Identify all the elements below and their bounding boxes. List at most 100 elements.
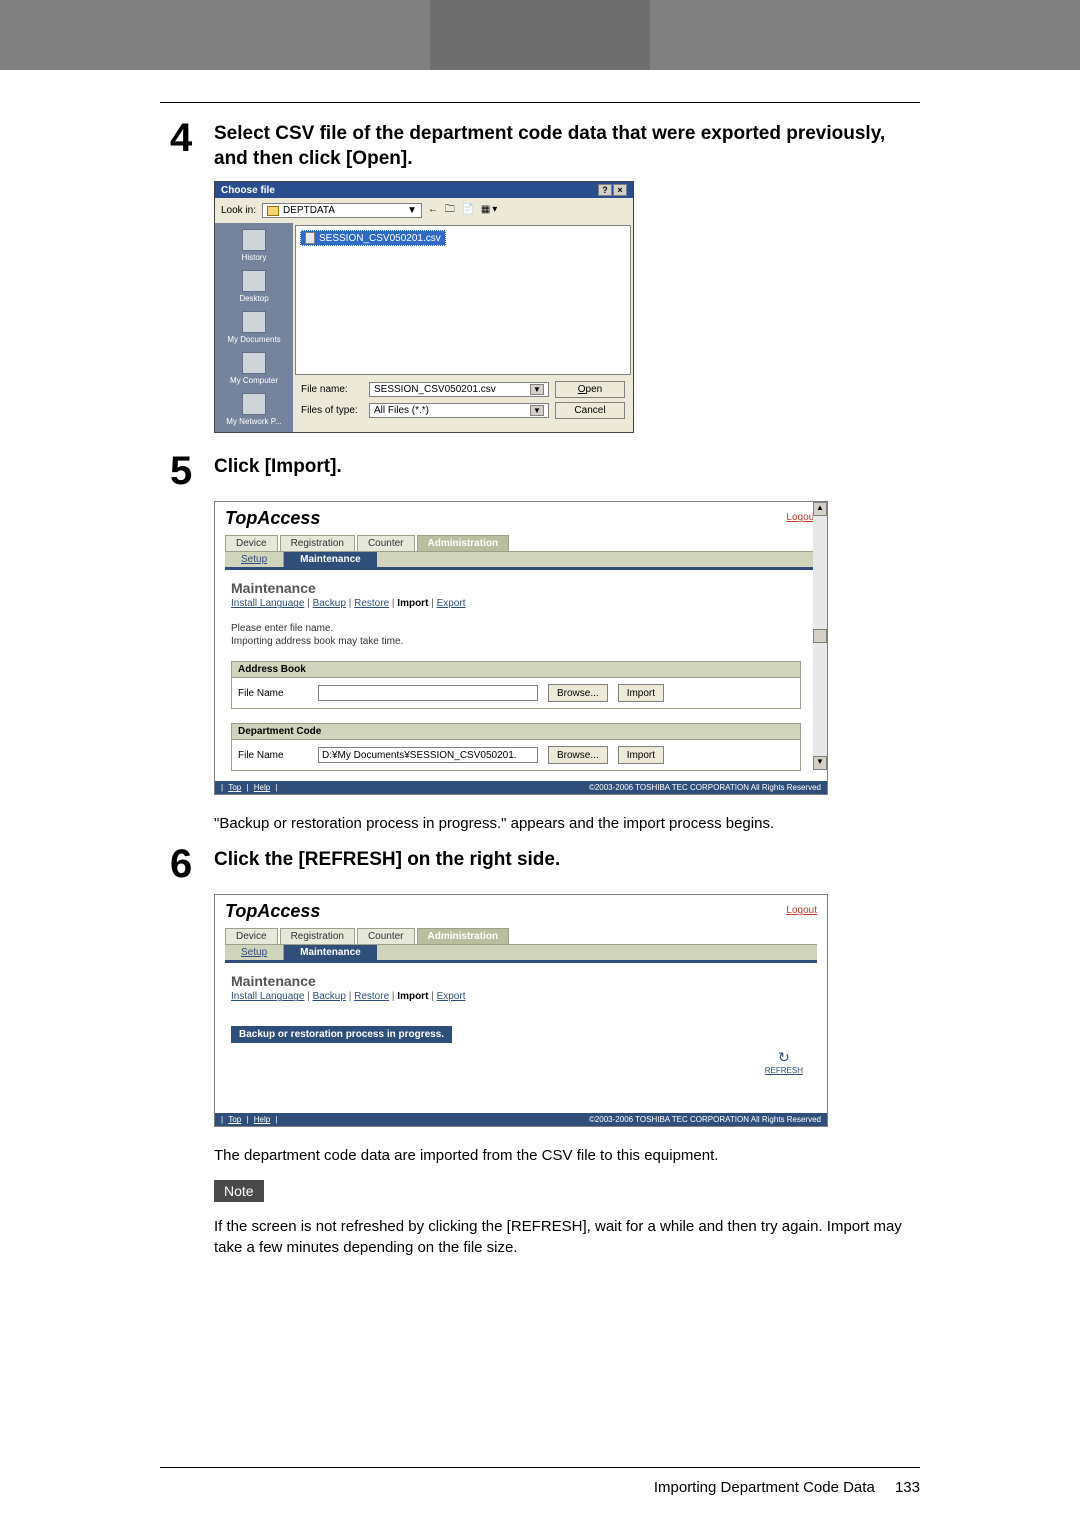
- topaccess-window: TopAccess Logout Device Registration Cou…: [214, 501, 828, 795]
- filename-field[interactable]: SESSION_CSV050201.csv ▼: [369, 382, 549, 397]
- step-5: 5 Click [Import].: [170, 451, 910, 491]
- close-icon[interactable]: ×: [613, 184, 627, 196]
- topaccess-logo: TopAccess: [225, 901, 320, 922]
- tab-registration[interactable]: Registration: [280, 928, 355, 944]
- topaccess-footer: | Top | Help | ©2003-2006 TOSHIBA TEC CO…: [215, 781, 827, 794]
- subtab-maintenance[interactable]: Maintenance: [284, 552, 377, 567]
- scrollbar[interactable]: ▲ ▼: [813, 502, 827, 770]
- foot-help-link[interactable]: Help: [254, 783, 270, 792]
- dialog-titlebar: Choose file ?×: [215, 182, 633, 198]
- tab-device[interactable]: Device: [225, 535, 278, 551]
- help-icon[interactable]: ?: [598, 184, 612, 196]
- place-mydocs[interactable]: My Documents: [227, 311, 280, 344]
- file-item-selected[interactable]: SESSION_CSV050201.csv: [300, 230, 446, 246]
- dialog-bottom-fields: File name: SESSION_CSV050201.csv▼ Open F…: [295, 375, 631, 425]
- tab-registration[interactable]: Registration: [280, 535, 355, 551]
- main-tabs: Device Registration Counter Administrati…: [225, 535, 817, 552]
- tab-counter[interactable]: Counter: [357, 535, 415, 551]
- link-install-language[interactable]: Install Language: [231, 991, 304, 1002]
- desktop-icon: [242, 270, 266, 292]
- filetype-field[interactable]: All Files (*.*) ▼: [369, 403, 549, 418]
- foot-help-link[interactable]: Help: [254, 1115, 270, 1124]
- cancel-button[interactable]: Cancel: [555, 402, 625, 419]
- toolbar-icons[interactable]: ← 🗀 📄 ▦▾: [428, 202, 499, 219]
- tab-device[interactable]: Device: [225, 928, 278, 944]
- scroll-up-icon[interactable]: ▲: [813, 502, 827, 516]
- link-export[interactable]: Export: [437, 991, 466, 1002]
- history-icon: [242, 229, 266, 251]
- place-mynet-label: My Network P...: [226, 417, 281, 426]
- screenshot-topaccess-refresh: TopAccess Logout Device Registration Cou…: [214, 894, 910, 1127]
- tab-counter[interactable]: Counter: [357, 928, 415, 944]
- foot-top-link[interactable]: Top: [228, 783, 241, 792]
- section-address-book-header: Address Book: [232, 662, 800, 678]
- link-backup[interactable]: Backup: [313, 598, 346, 609]
- mynet-icon: [242, 393, 266, 415]
- copyright-text: ©2003-2006 TOSHIBA TEC CORPORATION All R…: [589, 783, 821, 792]
- step-5-after-text: "Backup or restoration process in progre…: [214, 813, 910, 834]
- maintenance-heading: Maintenance: [231, 973, 811, 989]
- header-bar: [0, 0, 1080, 70]
- section-department-code-header: Department Code: [232, 724, 800, 740]
- lookin-dropdown[interactable]: DEPTDATA ▼: [262, 203, 422, 218]
- refresh-button[interactable]: ↻ REFRESH: [765, 1049, 803, 1075]
- maintenance-links: Install Language | Backup | Restore | Im…: [231, 598, 801, 609]
- step-6-number: 6: [170, 844, 214, 884]
- place-mycomp[interactable]: My Computer: [230, 352, 278, 385]
- screenshot-topaccess-import: TopAccess Logout Device Registration Cou…: [214, 501, 910, 795]
- places-bar: History Desktop My Documents My Computer…: [215, 223, 293, 432]
- ab-filename-input[interactable]: [318, 685, 538, 701]
- sub-tabs: Setup Maintenance: [225, 945, 817, 963]
- dialog-toolbar: Look in: DEPTDATA ▼ ← 🗀 📄 ▦▾: [215, 198, 633, 223]
- place-history-label: History: [242, 253, 267, 262]
- open-button[interactable]: Open: [555, 381, 625, 398]
- dc-import-button[interactable]: Import: [618, 746, 664, 764]
- link-restore[interactable]: Restore: [354, 991, 389, 1002]
- subtab-maintenance[interactable]: Maintenance: [284, 945, 377, 960]
- place-mynet[interactable]: My Network P...: [226, 393, 281, 426]
- step-4-number: 4: [170, 118, 214, 158]
- tab-administration[interactable]: Administration: [417, 928, 510, 944]
- scroll-thumb[interactable]: [813, 629, 827, 643]
- footer-title: Importing Department Code Data: [654, 1479, 875, 1496]
- ab-import-button[interactable]: Import: [618, 684, 664, 702]
- scroll-down-icon[interactable]: ▼: [813, 756, 827, 770]
- chevron-down-icon[interactable]: ▼: [530, 405, 544, 416]
- file-list-area[interactable]: SESSION_CSV050201.csv: [295, 225, 631, 375]
- subtab-setup[interactable]: Setup: [225, 945, 283, 960]
- place-desktop-label: Desktop: [239, 294, 268, 303]
- link-import[interactable]: Import: [397, 598, 428, 609]
- note-text: If the screen is not refreshed by clicki…: [214, 1216, 910, 1258]
- tab-administration[interactable]: Administration: [417, 535, 510, 551]
- place-history[interactable]: History: [242, 229, 267, 262]
- place-desktop[interactable]: Desktop: [239, 270, 268, 303]
- sub-tabs: Setup Maintenance: [225, 552, 817, 570]
- foot-top-link[interactable]: Top: [228, 1115, 241, 1124]
- dc-browse-button[interactable]: Browse...: [548, 746, 608, 764]
- link-restore[interactable]: Restore: [354, 598, 389, 609]
- bottom-divider: [160, 1467, 920, 1468]
- dc-filename-input[interactable]: [318, 747, 538, 763]
- maintenance-heading: Maintenance: [231, 580, 801, 596]
- link-backup[interactable]: Backup: [313, 991, 346, 1002]
- dialog-window-buttons[interactable]: ?×: [597, 184, 627, 196]
- page-footer: Importing Department Code Data 133: [654, 1479, 920, 1496]
- note-label: Note: [214, 1180, 264, 1202]
- status-banner: Backup or restoration process in progres…: [231, 1026, 452, 1043]
- main-tabs: Device Registration Counter Administrati…: [225, 928, 817, 945]
- msg-importing-addressbook: Importing address book may take time.: [231, 636, 801, 647]
- file-item-name: SESSION_CSV050201.csv: [319, 233, 441, 244]
- ab-filename-label: File Name: [238, 688, 308, 699]
- subtab-setup[interactable]: Setup: [225, 552, 283, 567]
- chevron-down-icon[interactable]: ▼: [530, 384, 544, 395]
- screenshot-choose-file: Choose file ?× Look in: DEPTDATA ▼ ← 🗀 📄…: [214, 181, 910, 433]
- logout-link[interactable]: Logout: [786, 905, 817, 916]
- link-export[interactable]: Export: [437, 598, 466, 609]
- topaccess-logo: TopAccess: [225, 508, 320, 529]
- ab-browse-button[interactable]: Browse...: [548, 684, 608, 702]
- link-install-language[interactable]: Install Language: [231, 598, 304, 609]
- filename-value: SESSION_CSV050201.csv: [374, 384, 496, 395]
- link-import[interactable]: Import: [397, 991, 428, 1002]
- filetype-value: All Files (*.*): [374, 405, 429, 416]
- step-6-after-text: The department code data are imported fr…: [214, 1145, 910, 1166]
